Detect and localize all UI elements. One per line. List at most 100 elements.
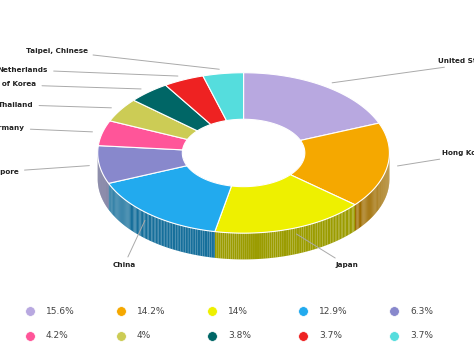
Polygon shape [254,233,256,259]
Polygon shape [203,73,244,121]
Text: 6.3%: 6.3% [410,307,433,316]
Polygon shape [243,187,244,213]
Polygon shape [160,219,162,246]
Polygon shape [244,73,379,140]
Polygon shape [200,176,201,203]
Polygon shape [379,181,380,208]
Polygon shape [283,230,285,256]
Polygon shape [332,216,334,243]
Polygon shape [307,225,309,251]
Polygon shape [310,224,312,251]
Polygon shape [228,185,229,212]
Polygon shape [218,183,219,210]
Polygon shape [258,185,259,212]
Polygon shape [109,166,231,232]
Polygon shape [381,179,382,206]
Polygon shape [260,185,261,212]
Polygon shape [151,215,153,242]
Polygon shape [277,181,278,207]
Polygon shape [220,184,221,211]
Polygon shape [231,186,232,212]
Polygon shape [202,230,204,256]
Polygon shape [287,176,288,203]
Polygon shape [230,233,232,259]
Polygon shape [356,203,357,230]
Polygon shape [335,215,337,242]
Polygon shape [355,204,356,231]
Polygon shape [272,183,273,209]
Polygon shape [253,186,254,213]
Polygon shape [279,230,281,257]
Polygon shape [266,184,267,211]
Polygon shape [268,232,270,258]
Polygon shape [111,187,112,214]
Polygon shape [283,178,284,205]
Text: Germany: Germany [0,125,92,132]
Polygon shape [124,199,125,226]
Polygon shape [204,230,206,257]
Polygon shape [208,180,209,207]
Polygon shape [244,187,245,213]
Polygon shape [192,228,194,255]
Polygon shape [246,233,248,259]
Polygon shape [232,233,234,259]
Polygon shape [261,185,262,212]
Polygon shape [258,233,260,259]
Polygon shape [309,224,310,251]
Polygon shape [162,219,163,246]
Polygon shape [366,196,367,223]
Polygon shape [228,233,230,259]
Polygon shape [247,187,248,213]
Polygon shape [291,174,292,200]
Polygon shape [354,205,355,232]
Polygon shape [214,183,215,209]
Polygon shape [110,100,197,140]
Polygon shape [321,220,322,247]
Polygon shape [343,211,344,238]
Polygon shape [257,186,258,212]
Polygon shape [117,192,118,220]
Polygon shape [266,232,268,259]
Polygon shape [143,211,145,238]
Polygon shape [149,214,150,241]
Polygon shape [273,182,274,209]
Polygon shape [127,201,128,228]
Polygon shape [139,209,141,236]
Polygon shape [382,177,383,204]
Polygon shape [211,231,213,258]
Polygon shape [141,210,142,237]
Polygon shape [347,209,348,236]
Polygon shape [372,190,373,218]
Polygon shape [289,229,291,255]
Polygon shape [138,208,139,235]
Polygon shape [288,176,289,202]
Polygon shape [285,230,287,256]
Polygon shape [289,175,290,201]
Polygon shape [211,182,212,208]
Polygon shape [280,180,281,206]
Polygon shape [378,183,379,211]
Polygon shape [221,232,223,259]
Polygon shape [159,218,160,245]
Polygon shape [276,181,277,208]
Polygon shape [250,187,251,213]
Polygon shape [301,226,303,253]
Polygon shape [341,212,343,239]
Polygon shape [145,212,146,239]
Polygon shape [212,182,213,208]
Polygon shape [237,233,238,259]
Polygon shape [256,186,257,212]
Polygon shape [377,184,378,212]
Polygon shape [194,228,196,255]
Polygon shape [305,225,307,252]
Polygon shape [199,229,201,256]
Polygon shape [275,231,277,258]
Polygon shape [344,210,346,237]
Text: United States of America: United States of America [332,58,474,83]
Polygon shape [272,231,273,258]
Polygon shape [166,221,168,248]
Text: 3.8%: 3.8% [228,331,251,340]
Polygon shape [121,197,122,224]
Polygon shape [123,198,124,226]
Polygon shape [201,177,202,204]
